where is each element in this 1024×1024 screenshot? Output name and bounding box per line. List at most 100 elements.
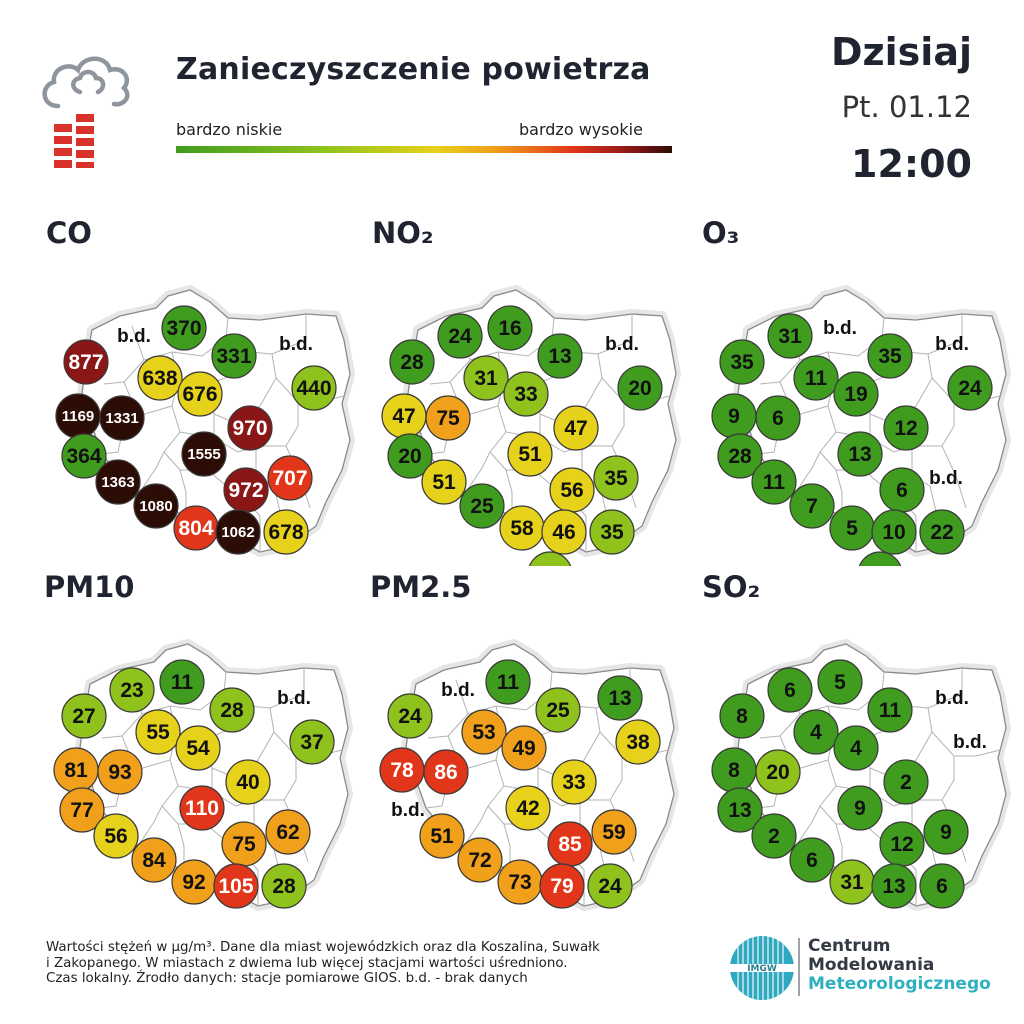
- station-value-rzeszow: 28: [272, 875, 296, 898]
- station-value-olsztyn: 28: [220, 699, 244, 722]
- station-value-opole: 7: [806, 495, 818, 518]
- voivodeship-border: [469, 317, 555, 361]
- station-marker-wroclaw: [419, 813, 465, 859]
- station-value-bialystok: 440: [296, 377, 331, 400]
- station-marker-lodz: [837, 785, 883, 831]
- voivodeship-border: [489, 451, 513, 516]
- station-marker-gdansk: [487, 305, 533, 351]
- time-label: 12:00: [851, 142, 972, 186]
- station-marker-rzeszow: [261, 863, 307, 909]
- footer-line: Czas lokalny. Źrodło danych: stacje pomi…: [46, 971, 528, 986]
- station-marker-wroclaw: [751, 813, 797, 859]
- station-value-katowice: 31: [840, 871, 864, 894]
- station-value-koszalin: 23: [120, 679, 143, 702]
- station-value-torun: 49: [512, 737, 535, 760]
- station-value-gorzow-wielkopolski: 9: [728, 405, 740, 428]
- station-value-krakow: 105: [218, 875, 253, 898]
- station-value-torun: 54: [186, 737, 210, 760]
- station-no-data-suwalki: b.d.: [935, 688, 969, 709]
- station-marker-warszawa: [883, 759, 929, 805]
- station-marker-krakow: [213, 863, 259, 909]
- station-value-olsztyn: 25: [546, 699, 570, 722]
- station-marker-zielona-gora: [59, 787, 105, 833]
- voivodeship-border: [467, 671, 553, 715]
- station-marker-warszawa: [225, 759, 271, 805]
- station-value-zielona-gora: 28: [728, 445, 752, 468]
- station-marker-poznan: [755, 395, 801, 441]
- station-value-bydgoszcz: 53: [472, 721, 495, 744]
- station-marker-olsztyn: [209, 687, 255, 733]
- map-pm25: 24 b.d. 11 25 13 38 53 49 78 86 33 b.d. 42 59 51 85 72 73…: [379, 639, 679, 920]
- station-value-wroclaw: 2: [768, 825, 780, 848]
- station-marker-rzeszow: [263, 509, 309, 555]
- station-value-krakow: 46: [552, 521, 575, 544]
- station-value-warszawa: 2: [900, 771, 912, 794]
- station-value-lublin: 62: [276, 821, 299, 844]
- station-value-bialystok: 37: [300, 731, 323, 754]
- voivodeship-border: [161, 805, 185, 870]
- panel-so2: 8 6 5 11 b.d. b.d. 4 4 8 20 2 13 9 9 2 12 6 31 13 6 b.d. SO₂: [702, 570, 1024, 920]
- station-value-gdansk: 5: [834, 671, 846, 694]
- station-marker-szczecin: [719, 693, 765, 739]
- station-marker-krakow: [541, 509, 587, 555]
- panel-title-o3: O₃: [702, 216, 740, 250]
- station-value-opole: 6: [806, 849, 818, 872]
- station-value-koszalin: 24: [448, 325, 472, 348]
- station-value-kielce: 56: [560, 479, 583, 502]
- station-value-lublin: 59: [602, 821, 625, 844]
- station-marker-olsztyn: [537, 333, 583, 379]
- station-marker-gdansk: [161, 305, 207, 351]
- station-marker-lodz: [505, 785, 551, 831]
- station-no-data-koszalin: b.d.: [117, 326, 151, 347]
- station-value-lublin: 9: [940, 821, 952, 844]
- station-value-poznan: 1331: [105, 410, 138, 427]
- voivodeship-border: [256, 402, 299, 447]
- logo-badge-text: IMGW: [747, 964, 777, 974]
- station-value-zielona-gora: 364: [66, 445, 101, 468]
- station-value-katowice: 73: [508, 871, 531, 894]
- station-value-olsztyn: 11: [879, 699, 902, 722]
- station-value-szczecin: 27: [72, 705, 95, 728]
- date-label: Pt. 01.12: [841, 90, 972, 124]
- station-value-gdansk: 370: [166, 317, 201, 340]
- station-marker-szczecin: [387, 693, 433, 739]
- station-value-torun: 19: [844, 383, 867, 406]
- voivodeship-border: [580, 756, 623, 801]
- station-no-data-zakopane: b.d.: [207, 564, 241, 566]
- station-value-gorzow-wielkopolski: 8: [728, 759, 740, 782]
- station-marker-lublin: [267, 455, 313, 501]
- voivodeship-border: [427, 679, 469, 739]
- station-value-gorzow-wielkopolski: 47: [392, 405, 415, 428]
- station-marker-zielona-gora: [717, 433, 763, 479]
- station-value-opole: 84: [142, 849, 166, 872]
- station-marker-krakow: [871, 863, 917, 909]
- voivodeship-border: [941, 445, 967, 509]
- station-value-krakow: 1062: [221, 524, 254, 541]
- station-marker-lodz: [179, 785, 225, 831]
- station-value-lodz: 13: [848, 443, 871, 466]
- voivodeship-border: [799, 317, 885, 361]
- voivodeship-border: [141, 671, 227, 715]
- station-marker-warszawa: [551, 759, 597, 805]
- station-value-rzeszow: 6: [936, 875, 948, 898]
- station-value-wroclaw: 1363: [101, 474, 134, 491]
- day-label: Dzisiaj: [831, 30, 972, 74]
- station-value-szczecin: 877: [68, 351, 103, 374]
- station-marker-warszawa: [553, 405, 599, 451]
- station-marker-zakopane: [858, 551, 902, 566]
- color-scale-bar: [176, 146, 672, 153]
- footer-line: Wartości stężeń w µg/m³. Dane dla miast …: [46, 940, 600, 955]
- station-value-zakopane: 25: [868, 563, 892, 566]
- station-marker-krakow: [871, 509, 917, 555]
- station-value-opole: 1080: [139, 498, 172, 515]
- station-value-szczecin: 35: [730, 351, 754, 374]
- logo-line-2: Modelowania: [808, 955, 935, 975]
- map-no2: 28 24 16 13 b.d. 20 31 33 47 75 47 20 51 35 51 56 25 58 46…: [381, 285, 681, 566]
- station-value-warszawa: 47: [564, 417, 587, 440]
- station-value-koszalin: 6: [784, 679, 796, 702]
- station-value-poznan: 86: [434, 761, 457, 784]
- station-value-lublin: 35: [604, 467, 628, 490]
- station-value-olsztyn: 35: [878, 345, 902, 368]
- station-marker-bialystok: [615, 719, 661, 765]
